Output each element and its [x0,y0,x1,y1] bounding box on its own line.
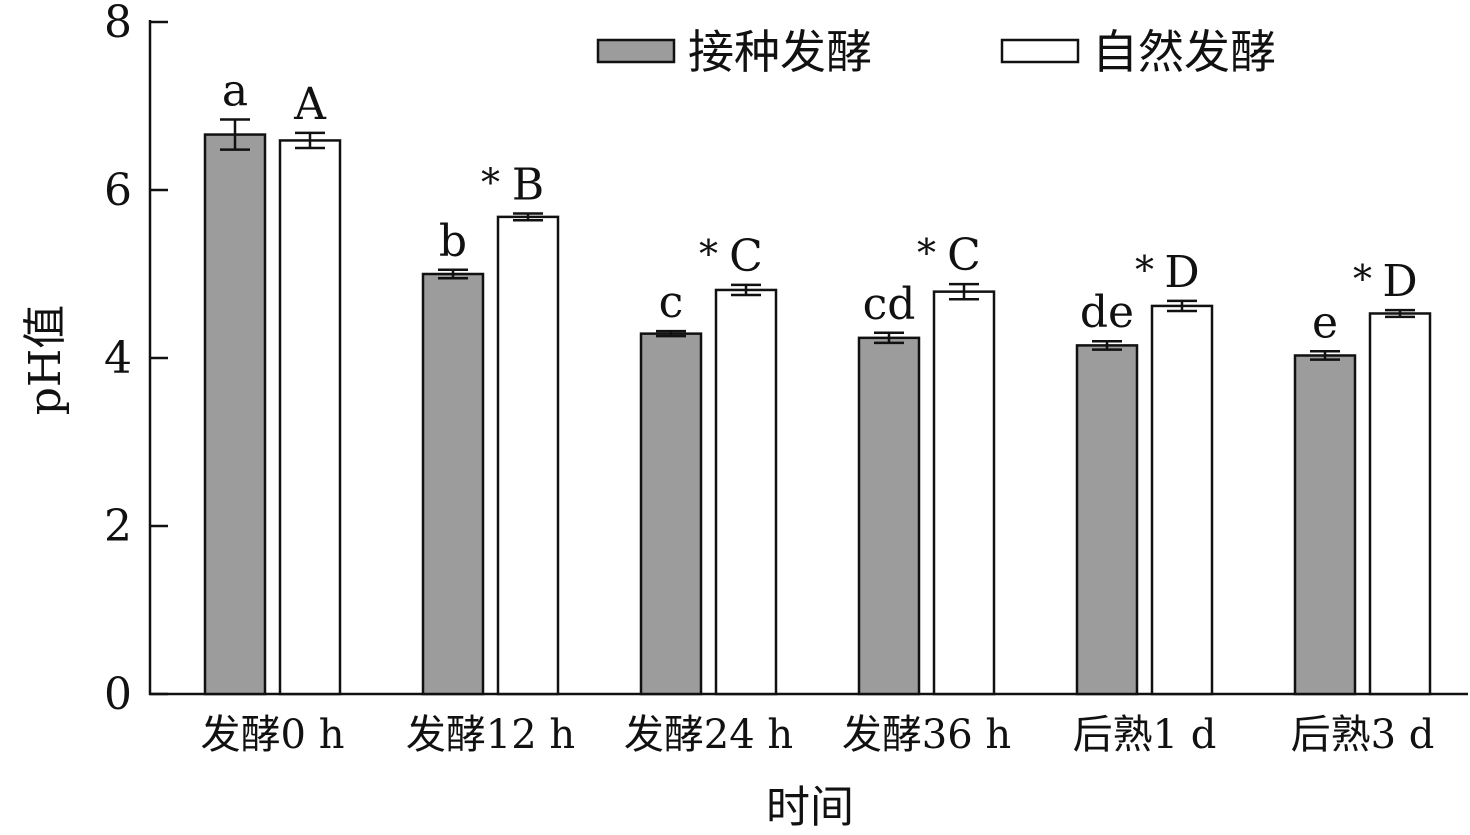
bar-inoculated [1293,354,1357,696]
legend-swatch [1000,38,1080,64]
error-bar [295,131,325,150]
significance-letter: b [439,216,467,267]
error-bar [1310,350,1340,361]
bar-natural [932,290,996,696]
error-bar [656,329,686,338]
significance-letter: B [512,160,544,211]
x-tick-label: 发酵0 h [201,712,345,758]
y-tick-label: 8 [104,0,132,48]
bar-natural [496,215,560,696]
bar-inoculated [639,332,703,696]
error-bar [1092,339,1122,351]
bar-inoculated [421,272,485,696]
axes: 0 2 4 6 8 发酵0 h 发酵12 h 发酵24 h 发酵36 h 后熟1 d 后熟3 d [104,0,1468,758]
x-tick-label: 发酵36 h [842,712,1011,758]
bars [203,118,1432,696]
y-tick-label: 0 [104,669,132,720]
significance-letter: C [947,230,981,281]
significance-star: * [481,161,500,205]
significance-star: * [1353,257,1372,301]
x-tick-label: 后熟1 d [1073,712,1217,758]
significance-letter: A [293,79,327,130]
bar-natural [1150,304,1214,696]
bar-inoculated [1075,344,1139,696]
error-bar [949,282,979,301]
bar-natural [714,288,778,696]
error-bar [874,331,904,345]
y-tick-label: 4 [104,333,132,384]
legend: 接种发酵 自然发酵 [596,25,1276,79]
legend-item: 接种发酵 [596,25,872,79]
legend-swatch [596,38,676,64]
x-tick-label: 发酵12 h [406,712,575,758]
error-bar [731,283,761,297]
y-tick-label: 2 [104,501,132,552]
significance-star: * [699,232,718,276]
bar-inoculated [857,336,921,696]
significance-star: * [1135,248,1154,292]
significance-letter: c [659,277,684,328]
legend-item: 自然发酵 [1000,25,1276,79]
annotations: a AbB*cC*cdC*deD*eD* [222,65,1418,348]
significance-letter: D [1382,256,1417,307]
x-axis-title: 时间 [766,782,854,833]
error-bar [438,268,468,280]
significance-letter: D [1164,247,1199,298]
y-axis-title: pH值 [20,305,71,416]
x-tick-label: 后熟3 d [1291,712,1435,758]
bar-natural [278,139,342,696]
bar-inoculated [203,133,267,696]
error-bar [1385,308,1415,319]
significance-letter: de [1080,287,1134,338]
legend-label: 自然发酵 [1092,25,1276,79]
error-bar [220,118,250,151]
y-tick-label: 6 [104,165,132,216]
significance-letter: e [1312,297,1338,348]
significance-star: * [917,231,936,275]
significance-letter: a [222,65,248,116]
significance-letter: C [729,231,763,282]
error-bar [1167,299,1197,313]
bar-natural [1368,312,1432,696]
significance-letter: cd [863,279,916,330]
x-tick-label: 发酵24 h [624,712,793,758]
error-bar [513,212,543,222]
legend-label: 接种发酵 [688,25,872,79]
